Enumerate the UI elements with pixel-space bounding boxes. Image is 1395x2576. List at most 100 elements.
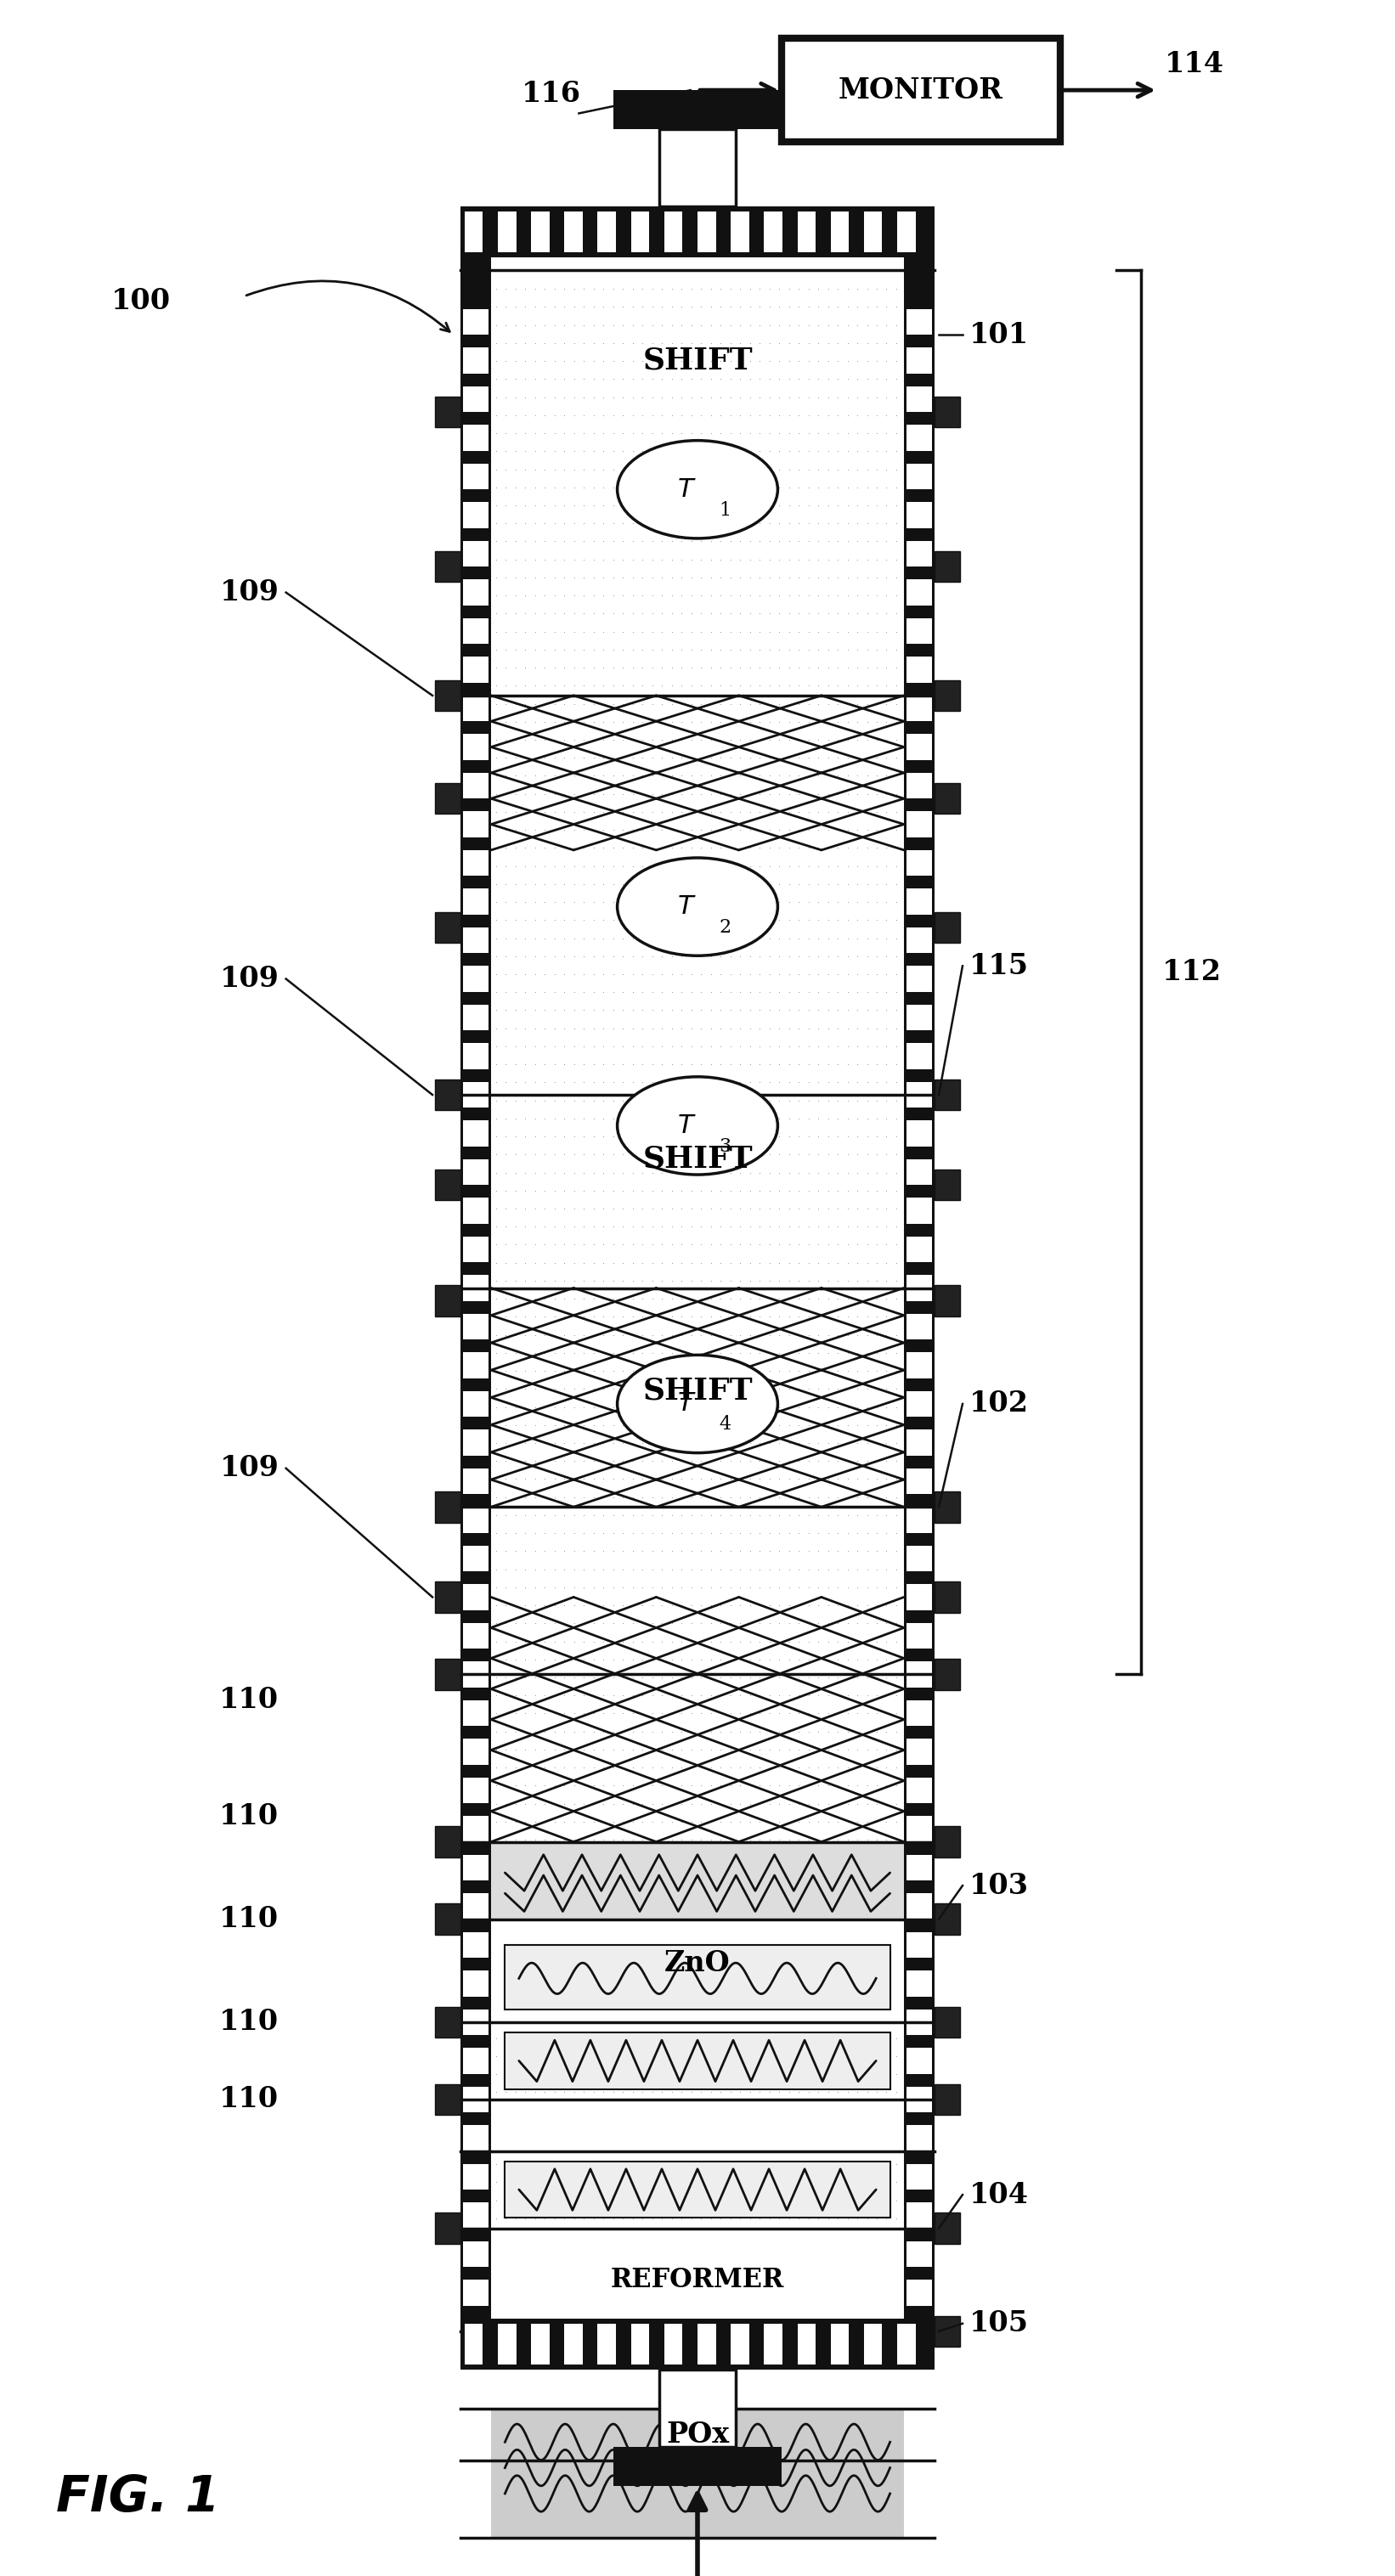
Bar xyxy=(907,1546,932,1571)
Bar xyxy=(463,927,488,953)
Bar xyxy=(935,1904,960,1935)
Bar xyxy=(463,1971,488,1996)
Bar xyxy=(935,1826,960,1857)
Bar xyxy=(907,1623,932,1649)
Text: $T$: $T$ xyxy=(677,477,696,502)
Bar xyxy=(565,211,583,252)
Text: 110: 110 xyxy=(219,1687,279,1713)
Bar xyxy=(463,1893,488,1919)
Ellipse shape xyxy=(617,440,778,538)
Bar xyxy=(463,773,488,799)
Bar xyxy=(435,1904,460,1935)
Bar xyxy=(907,541,932,567)
Bar xyxy=(463,1198,488,1224)
Text: 109: 109 xyxy=(219,966,279,992)
Bar xyxy=(907,2009,932,2035)
Bar xyxy=(907,1159,932,1185)
Bar xyxy=(463,1043,488,1069)
Bar xyxy=(463,541,488,567)
Bar xyxy=(907,1507,932,1533)
Bar xyxy=(631,2324,649,2365)
Bar xyxy=(907,2280,932,2306)
Bar xyxy=(798,2324,816,2365)
Bar xyxy=(463,464,488,489)
Bar xyxy=(907,386,932,412)
Bar xyxy=(498,211,516,252)
Bar xyxy=(907,425,932,451)
Bar xyxy=(764,2324,783,2365)
Text: 3: 3 xyxy=(720,1136,731,1157)
Bar xyxy=(907,1314,932,1340)
Bar xyxy=(505,2161,890,2218)
Text: 110: 110 xyxy=(219,2009,279,2035)
Bar xyxy=(907,464,932,489)
Bar xyxy=(907,502,932,528)
Text: FIG. 1: FIG. 1 xyxy=(56,2473,219,2522)
Text: 103: 103 xyxy=(970,1873,1030,1899)
Bar xyxy=(463,1700,488,1726)
Bar xyxy=(907,966,932,992)
Text: 116: 116 xyxy=(522,80,580,108)
Bar xyxy=(935,2213,960,2244)
Bar xyxy=(907,1777,932,1803)
Bar xyxy=(463,2009,488,2035)
Bar xyxy=(435,1285,460,1316)
Text: 104: 104 xyxy=(970,2182,1030,2208)
Bar xyxy=(435,1582,460,1613)
Text: MONITOR: MONITOR xyxy=(838,77,1003,103)
Bar xyxy=(731,2324,749,2365)
Text: 100: 100 xyxy=(112,286,172,314)
Bar xyxy=(491,2099,904,2151)
Bar xyxy=(935,397,960,428)
Bar xyxy=(463,1314,488,1340)
Text: 101: 101 xyxy=(970,322,1030,348)
Text: SHIFT: SHIFT xyxy=(643,1144,752,1175)
Bar xyxy=(907,1739,932,1765)
Bar xyxy=(698,2324,716,2365)
Text: 102: 102 xyxy=(970,1391,1030,1417)
Bar xyxy=(463,2241,488,2267)
Bar xyxy=(463,696,488,721)
Bar xyxy=(435,2084,460,2115)
Bar xyxy=(864,2324,882,2365)
Bar xyxy=(907,1468,932,1494)
Bar xyxy=(907,1043,932,1069)
Text: SHIFT: SHIFT xyxy=(643,1376,752,1406)
Bar xyxy=(907,2202,932,2228)
Bar xyxy=(907,2087,932,2112)
Text: 105: 105 xyxy=(970,2311,1030,2336)
Text: 112: 112 xyxy=(1162,958,1222,987)
Bar xyxy=(907,889,932,914)
Bar xyxy=(463,1623,488,1649)
Bar xyxy=(491,1842,904,1919)
Text: 109: 109 xyxy=(219,1455,279,1481)
Bar xyxy=(698,211,716,252)
Bar xyxy=(907,1971,932,1996)
Bar xyxy=(907,1816,932,1842)
Bar xyxy=(907,1121,932,1146)
Bar xyxy=(614,90,781,129)
Bar xyxy=(463,1005,488,1030)
Bar xyxy=(907,2048,932,2074)
Bar xyxy=(435,1079,460,1110)
Bar xyxy=(614,2447,781,2486)
Bar xyxy=(907,1893,932,1919)
Bar xyxy=(505,2032,890,2089)
Bar xyxy=(463,850,488,876)
Bar xyxy=(907,1005,932,1030)
Text: SHIFT: SHIFT xyxy=(643,345,752,376)
Bar xyxy=(907,1082,932,1108)
Bar xyxy=(463,1121,488,1146)
Bar xyxy=(935,551,960,582)
Bar xyxy=(764,211,783,252)
Bar xyxy=(907,618,932,644)
Bar xyxy=(907,1662,932,1687)
Bar xyxy=(463,889,488,914)
Text: REFORMER: REFORMER xyxy=(611,2267,784,2293)
Bar xyxy=(463,2087,488,2112)
Bar xyxy=(907,927,932,953)
Bar xyxy=(463,2048,488,2074)
Bar xyxy=(664,211,682,252)
Bar xyxy=(435,680,460,711)
Bar xyxy=(463,2164,488,2190)
